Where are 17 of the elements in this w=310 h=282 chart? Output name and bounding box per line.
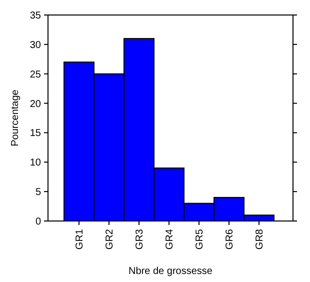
y-tick-label: 0 [35, 216, 42, 228]
x-tick-label: GR5 [194, 228, 206, 250]
y-tick-label: 10 [30, 158, 42, 169]
x-tick-label: GR4 [164, 228, 176, 250]
x-tick-label: GR3 [134, 228, 146, 250]
x-tick-label: GR6 [224, 228, 236, 250]
y-tick-label: 15 [30, 128, 42, 140]
x-tick-label: GR2 [104, 228, 116, 250]
y-tick-label: 20 [30, 98, 42, 110]
y-tick-label: 25 [30, 69, 42, 80]
x-axis-title: Nbre de grossesse [128, 266, 213, 277]
y-tick-label: 35 [30, 10, 42, 22]
x-tick-label: GR8 [254, 228, 266, 250]
y-axis-title: Pourcentage [10, 89, 21, 146]
x-tick-label: GR1 [74, 228, 86, 250]
y-tick-label: 5 [35, 187, 42, 198]
y-tick-label: 30 [30, 40, 42, 51]
